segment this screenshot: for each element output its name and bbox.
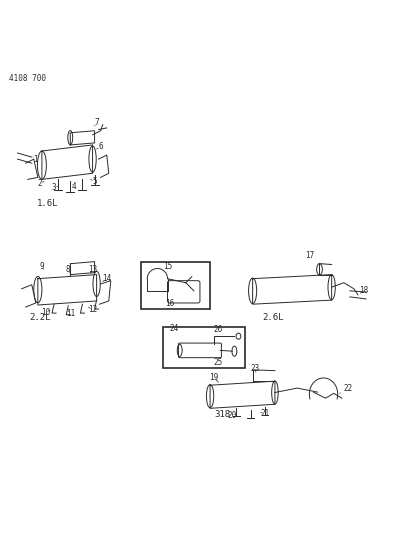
Text: 12: 12: [88, 305, 97, 314]
Text: 25: 25: [213, 358, 223, 367]
Text: 1.6L: 1.6L: [37, 199, 59, 208]
Text: 5: 5: [91, 177, 97, 186]
Bar: [164, 327, 244, 368]
Text: 20: 20: [228, 410, 237, 419]
Text: 8: 8: [66, 265, 71, 274]
Text: 19: 19: [209, 373, 219, 382]
Text: 10: 10: [41, 308, 51, 317]
Bar: [141, 262, 210, 309]
Text: 21: 21: [260, 409, 269, 418]
Text: 7: 7: [94, 118, 99, 127]
Text: 6: 6: [97, 142, 103, 151]
Text: 3: 3: [52, 183, 58, 192]
Text: 1: 1: [33, 155, 38, 164]
Text: 24: 24: [169, 325, 178, 333]
Text: 11: 11: [66, 310, 75, 318]
Text: 17: 17: [305, 252, 319, 264]
Text: 318: 318: [214, 410, 230, 419]
Text: 4108 700: 4108 700: [9, 74, 47, 83]
Text: 2.6L: 2.6L: [262, 313, 284, 321]
Text: 2.2L: 2.2L: [29, 313, 51, 321]
Text: 14: 14: [102, 274, 111, 283]
Text: 26: 26: [213, 325, 223, 334]
Text: 2: 2: [38, 179, 44, 188]
Text: 4: 4: [72, 182, 77, 191]
Text: 18: 18: [359, 286, 369, 295]
Text: 9: 9: [40, 262, 44, 271]
Text: 15: 15: [163, 262, 172, 271]
Text: 22: 22: [340, 384, 353, 393]
Text: 16: 16: [165, 299, 174, 308]
Text: 13: 13: [88, 265, 97, 274]
Text: 23: 23: [250, 364, 259, 373]
